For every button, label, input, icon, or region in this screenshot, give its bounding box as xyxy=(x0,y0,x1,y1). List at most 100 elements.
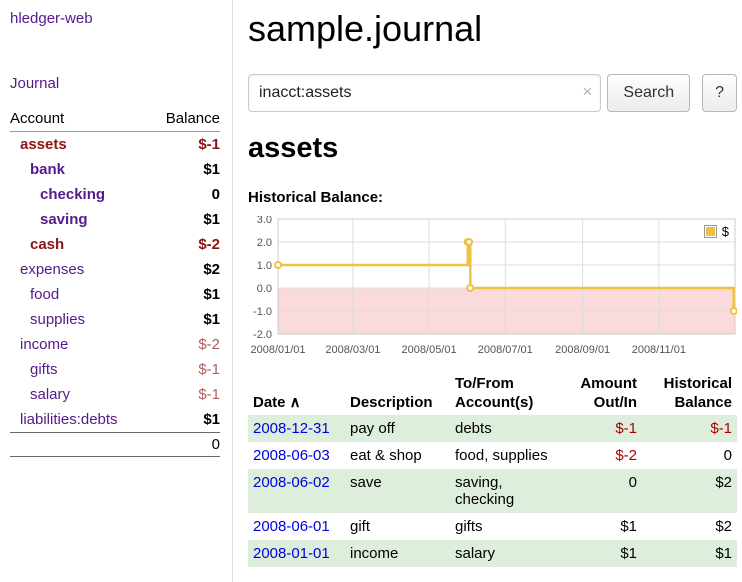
register-amount: $-2 xyxy=(560,442,642,469)
search-box: × xyxy=(248,74,601,112)
svg-text:-2.0: -2.0 xyxy=(253,329,272,341)
register-balance: $1 xyxy=(642,540,737,567)
account-row: saving $1 xyxy=(10,207,220,232)
register-amount: $1 xyxy=(560,513,642,540)
register-row: 2008-01-01incomesalary$1$1 xyxy=(248,540,737,567)
account-balance: $2 xyxy=(150,257,220,282)
register-table: Date ∧DescriptionTo/FromAccount(s)Amount… xyxy=(248,373,737,567)
account-balance: $1 xyxy=(150,207,220,232)
account-row: income $-2 xyxy=(10,332,220,357)
search-form: × Search ? xyxy=(248,74,737,112)
account-link[interactable]: food xyxy=(30,286,59,303)
historical-balance-chart: 3.0 2.0 1.0 0.0 -1.0 -2.0 2008/01/01 2008/03/01… xyxy=(248,216,737,357)
account-balance: $-1 xyxy=(150,132,220,158)
account-link[interactable]: saving xyxy=(40,211,88,228)
register-accounts: salary xyxy=(450,540,560,567)
register-description: income xyxy=(345,540,450,567)
transaction-date-link[interactable]: 2008-06-01 xyxy=(253,518,330,535)
account-balance: 0 xyxy=(150,182,220,207)
help-button[interactable]: ? xyxy=(702,74,737,112)
svg-text:-1.0: -1.0 xyxy=(253,306,272,318)
account-link[interactable]: salary xyxy=(30,386,70,403)
account-link[interactable]: gifts xyxy=(30,361,58,378)
account-row: food $1 xyxy=(10,282,220,307)
account-balance: $-1 xyxy=(150,382,220,407)
register-accounts: saving, checking xyxy=(450,469,560,513)
account-balance: $1 xyxy=(150,407,220,433)
register-col-historical: HistoricalBalance xyxy=(642,373,737,415)
transaction-date-link[interactable]: 2008-06-03 xyxy=(253,447,330,464)
svg-text:2008/03/01: 2008/03/01 xyxy=(325,344,380,356)
svg-text:1.0: 1.0 xyxy=(257,260,272,272)
accounts-header-account: Account xyxy=(10,106,150,132)
search-input[interactable] xyxy=(248,74,601,112)
account-balance: $-1 xyxy=(150,357,220,382)
register-accounts: gifts xyxy=(450,513,560,540)
svg-text:2008/09/01: 2008/09/01 xyxy=(555,344,610,356)
account-row: supplies$1 xyxy=(10,307,220,332)
account-balance: $1 xyxy=(150,157,220,182)
account-row: checking 0 xyxy=(10,182,220,207)
register-col-date[interactable]: Date ∧ xyxy=(248,373,345,415)
svg-text:0.0: 0.0 xyxy=(257,283,272,295)
account-row: gifts $-1 xyxy=(10,357,220,382)
register-amount: $-1 xyxy=(560,415,642,442)
svg-text:2008/01/01: 2008/01/01 xyxy=(250,344,305,356)
svg-text:2008/05/01: 2008/05/01 xyxy=(402,344,457,356)
register-col-description: Description xyxy=(345,373,450,415)
app-title-link[interactable]: hledger-web xyxy=(10,10,220,27)
accounts-total-spacer xyxy=(10,433,150,457)
main-content: sample.journal × Search ? assets Histori… xyxy=(248,0,737,567)
register-header-row: Date ∧DescriptionTo/FromAccount(s)Amount… xyxy=(248,373,737,415)
transaction-date-link[interactable]: 2008-06-02 xyxy=(253,474,330,491)
register-description: pay off xyxy=(345,415,450,442)
account-row: bank $1 xyxy=(10,157,220,182)
account-link[interactable]: bank xyxy=(30,161,65,178)
register-amount: $1 xyxy=(560,540,642,567)
register-row: 2008-06-02savesaving, checking0$2 xyxy=(248,469,737,513)
account-row: salary $-1 xyxy=(10,382,220,407)
register-description: eat & shop xyxy=(345,442,450,469)
page-title: sample.journal xyxy=(248,8,737,50)
sidebar-item-journal[interactable]: Journal xyxy=(10,75,220,92)
register-accounts: food, supplies xyxy=(450,442,560,469)
account-link[interactable]: cash xyxy=(30,236,64,253)
register-row: 2008-06-03eat & shopfood, supplies$-20 xyxy=(248,442,737,469)
account-link[interactable]: liabilities:debts xyxy=(20,411,118,428)
account-row: liabilities:debts $1 xyxy=(10,407,220,433)
register-description: gift xyxy=(345,513,450,540)
svg-text:2.0: 2.0 xyxy=(257,237,272,249)
svg-text:3.0: 3.0 xyxy=(257,216,272,226)
accounts-table: Account Balance assets$-1bank$1checking0… xyxy=(10,106,220,457)
svg-text:2008/11/01: 2008/11/01 xyxy=(632,344,686,356)
register-description: save xyxy=(345,469,450,513)
register-balance: $2 xyxy=(642,513,737,540)
account-balance: $-2 xyxy=(150,332,220,357)
search-button[interactable]: Search xyxy=(607,74,690,112)
account-link[interactable]: expenses xyxy=(20,261,84,278)
account-link[interactable]: checking xyxy=(40,186,105,203)
register-balance: $2 xyxy=(642,469,737,513)
account-link[interactable]: income xyxy=(20,336,68,353)
chart-canvas: 3.0 2.0 1.0 0.0 -1.0 -2.0 2008/01/01 2008/03/01… xyxy=(248,216,737,357)
register-col-amount: AmountOut/In xyxy=(560,373,642,415)
svg-text:2008/07/01: 2008/07/01 xyxy=(478,344,533,356)
legend-swatch-icon xyxy=(704,225,717,238)
accounts-body: assets $-1 bank $1 checking 0 saving $1 cash $-2 e… xyxy=(10,132,220,433)
chart-title: Historical Balance: xyxy=(248,189,737,206)
register-row: 2008-12-31pay offdebts$-1$-1 xyxy=(248,415,737,442)
clear-search-icon[interactable]: × xyxy=(582,83,592,100)
account-link[interactable]: assets xyxy=(20,136,67,153)
legend-label: $ xyxy=(722,224,729,239)
sidebar: hledger-web Journal Account Balance asse… xyxy=(0,0,233,582)
register-accounts: debts xyxy=(450,415,560,442)
account-heading: assets xyxy=(248,132,737,165)
account-row: expenses $2 xyxy=(10,257,220,282)
register-balance: $-1 xyxy=(642,415,737,442)
account-link[interactable]: supplies xyxy=(30,311,85,328)
transaction-date-link[interactable]: 2008-12-31 xyxy=(253,420,330,437)
sort-ascending-icon: ∧ xyxy=(286,394,301,411)
transaction-date-link[interactable]: 2008-01-01 xyxy=(253,545,330,562)
account-balance: $1 xyxy=(150,282,220,307)
register-row: 2008-06-01 giftgifts$1$2 xyxy=(248,513,737,540)
